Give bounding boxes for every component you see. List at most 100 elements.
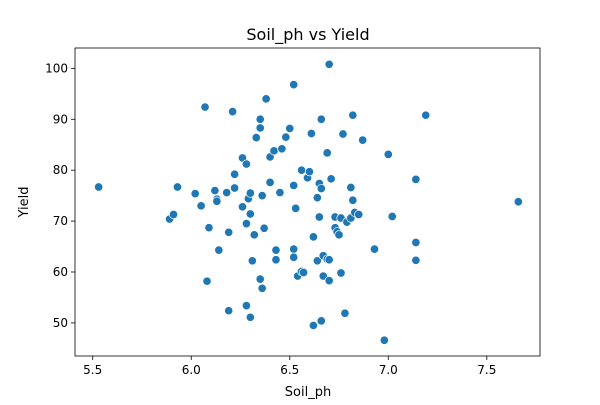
plot-frame [74,47,541,357]
data-point [257,283,267,293]
x-tick-label: 6.0 [182,363,201,377]
data-point [204,223,214,233]
data-point [259,223,269,233]
data-point [411,255,421,265]
data-point [245,188,255,198]
data-point [261,94,271,104]
data-point [513,197,523,207]
data-point [237,202,248,212]
y-tick-label: 50 [53,316,68,330]
data-point [245,312,255,322]
data-point [324,255,334,265]
data-point [348,195,358,205]
x-axis-label: Soil_ph [285,385,331,400]
data-point [212,196,222,206]
data-point [306,128,316,139]
data-point [214,245,224,255]
data-point [196,201,206,211]
data-point [304,167,315,177]
data-point [224,227,234,237]
y-tick-label: 60 [53,265,68,279]
y-tick-label: 90 [53,112,68,126]
data-point [241,219,251,229]
data-point [421,110,431,120]
data-point [348,110,358,120]
data-point [379,335,389,345]
data-point [383,149,393,159]
data-point [190,189,200,199]
y-tick-label: 70 [53,214,68,228]
data-point [94,182,104,192]
data-point [281,132,291,142]
data-point [241,301,251,311]
data-point [255,114,265,124]
points-layer [94,59,523,345]
data-point [277,144,287,154]
data-point [289,244,299,254]
data-point [249,230,259,240]
data-point [245,209,255,219]
data-point [411,237,421,248]
data-point [200,102,210,112]
data-point [289,252,299,262]
data-point [336,268,346,278]
data-point [346,182,356,193]
chart-title: Soil_ph vs Yield [246,25,369,45]
data-point [222,188,232,198]
y-axis-label: Yield [17,187,32,219]
data-point [387,211,397,222]
data-point [265,177,275,187]
data-point [275,188,285,198]
data-point [255,123,265,133]
data-point [316,183,326,194]
data-point [172,182,183,192]
data-point [168,209,179,220]
data-point [228,107,238,117]
data-point [314,212,324,222]
data-point [322,148,332,158]
x-tick-label: 7.5 [477,363,496,377]
data-point [291,203,301,213]
data-point [289,80,299,90]
data-point [334,230,344,240]
data-point [251,133,261,143]
data-point [411,174,421,184]
data-point [308,320,318,331]
data-point [269,146,279,156]
data-point [369,244,380,254]
data-point [358,135,368,145]
plot-area [74,47,541,357]
data-point [230,183,240,193]
data-point [354,209,364,220]
data-point [316,114,326,124]
data-point [241,159,251,169]
x-tick-label: 5.5 [83,363,102,377]
data-point [297,165,307,175]
data-point [202,276,212,286]
data-point [230,169,240,179]
data-point [299,267,309,278]
x-axis: 5.5 6.0 6.5 7.0 7.5 [83,356,496,377]
data-point [255,274,265,284]
data-point [271,255,281,265]
y-axis: 50 60 70 80 90 100 [45,61,75,330]
data-point [338,129,348,139]
y-tick-label: 100 [45,61,68,75]
data-point [312,193,322,203]
data-point [271,245,281,255]
data-point [210,185,220,196]
data-point [326,174,336,184]
data-point [324,276,334,286]
data-point [316,316,326,326]
data-point [312,256,322,266]
data-point [247,256,257,266]
data-point [257,191,267,201]
data-point [324,59,334,69]
data-point [340,308,350,318]
data-point [224,306,234,316]
data-point [289,180,299,191]
x-tick-label: 6.5 [280,363,299,377]
data-point [308,232,318,242]
